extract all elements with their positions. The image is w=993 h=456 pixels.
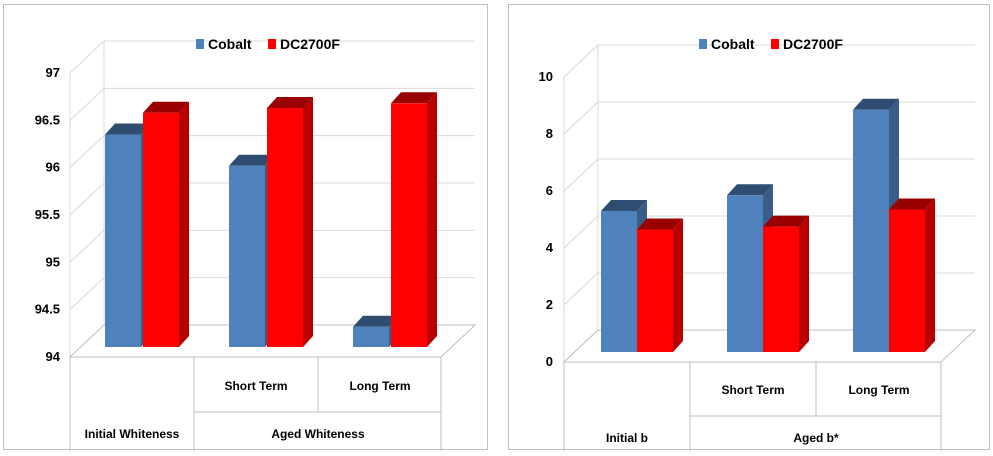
whiteness-group-label: Aged Whiteness [271,427,365,441]
whiteness-category-axis: Short Term Long Term Initial Whiteness Aged… [69,357,442,451]
whiteness-y-tick-labels: 94 94.5 95 95.5 96 96.5 97 [35,65,61,364]
whiteness-bar-front [353,326,389,347]
b-value-bar-dc2700f [763,215,809,352]
b-value-group-label: Initial b [606,431,648,445]
whiteness-legend: Cobalt DC2700F [196,36,340,52]
b-value-chart: 0 2 4 6 8 10 Short Term Long Term Initial b Aged … [508,4,990,451]
whiteness-bar-top [391,92,437,104]
whiteness-bar-side [179,101,189,347]
whiteness-chart: 94 94.5 95 95.5 96 96.5 97 Short Term Long Term I… [3,4,488,451]
whiteness-legend-label: DC2700F [280,36,340,52]
whiteness-bar-top [143,101,189,113]
whiteness-bar-top [105,123,151,135]
whiteness-bar-dc2700f [143,101,189,347]
whiteness-y-tick-label: 94 [46,349,61,364]
whiteness-bar-top [229,154,275,166]
b-value-legend-swatch [699,39,707,49]
b-value-bar-front [727,195,763,352]
whiteness-bar-side [427,92,437,347]
whiteness-bar-front [391,103,427,347]
b-value-category-label: Long Term [848,383,909,397]
b-value-y-tick-labels: 0 2 4 6 8 10 [539,69,554,369]
b-value-category-label: Short Term [721,383,784,397]
whiteness-legend-swatch [196,39,204,49]
b-value-chart-svg: 0 2 4 6 8 10 Short Term Long Term Initial b Aged … [539,36,977,451]
whiteness-bar-top [267,97,313,109]
whiteness-legend-swatch [268,39,276,49]
whiteness-bar-dc2700f [267,97,313,347]
b-value-bar-side [925,198,935,352]
whiteness-y-tick-label: 96.5 [35,112,60,127]
b-value-bar-dc2700f [889,198,935,352]
whiteness-bar-side [303,97,313,347]
whiteness-bar-front [105,134,141,347]
b-value-bar-top [727,184,773,196]
whiteness-bar-dc2700f [391,92,437,347]
whiteness-y-tick-label: 95 [46,254,60,269]
b-value-y-tick-label: 10 [539,69,553,84]
b-value-y-tick-label: 8 [546,126,553,141]
whiteness-bar-front [143,112,179,347]
whiteness-bars [105,92,437,348]
b-value-bar-front [889,209,925,352]
b-value-bar-dc2700f [637,218,683,352]
b-value-bar-top [637,218,683,230]
whiteness-legend-label: Cobalt [208,36,252,52]
b-value-y-tick-label: 6 [546,183,553,198]
b-value-bar-top [889,198,935,210]
b-value-bars [601,98,935,353]
b-value-category-axis: Short Term Long Term Initial b Aged b* [563,362,942,451]
whiteness-bar-top [353,315,399,327]
b-value-bar-side [673,218,683,352]
b-value-bar-front [601,210,637,352]
whiteness-bar-front [267,108,303,347]
b-value-gridline [563,101,975,135]
b-value-bar-front [637,229,673,352]
b-value-bar-top [763,215,809,227]
b-value-y-tick-label: 2 [546,297,553,312]
whiteness-category-label: Short Term [224,379,287,393]
b-value-legend-label: DC2700F [783,36,843,52]
b-value-bar-front [763,226,799,352]
b-value-group-label: Aged b* [793,431,839,445]
b-value-bar-front [853,109,889,353]
whiteness-y-tick-label: 95.5 [35,207,60,222]
b-value-bar-side [799,215,809,352]
whiteness-y-tick-label: 96 [46,160,60,175]
b-value-legend-label: Cobalt [711,36,755,52]
b-value-bar-top [853,98,899,110]
b-value-legend-swatch [771,39,779,49]
b-value-gridline [563,44,975,78]
b-value-y-tick-label: 0 [546,354,553,369]
whiteness-category-label: Long Term [349,379,410,393]
b-value-bar-top [601,199,647,211]
b-value-y-tick-label: 4 [546,240,554,255]
whiteness-y-tick-label: 97 [46,65,60,80]
whiteness-chart-svg: 94 94.5 95 95.5 96 96.5 97 Short Term Long Term I… [35,36,477,451]
whiteness-bar-front [229,165,265,347]
whiteness-y-tick-label: 94.5 [35,302,60,317]
b-value-legend: Cobalt DC2700F [699,36,843,52]
whiteness-group-label: Initial Whiteness [85,427,180,441]
